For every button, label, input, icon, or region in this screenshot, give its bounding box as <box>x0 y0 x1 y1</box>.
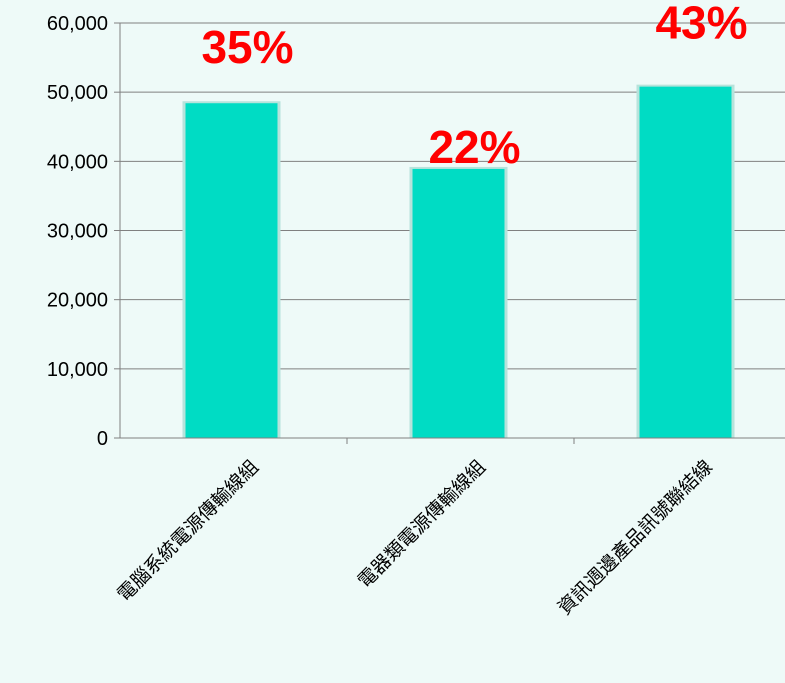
bar <box>412 168 505 439</box>
bar <box>185 103 278 438</box>
data-label: 35% <box>201 21 293 73</box>
data-labels: 35% 22% 43% <box>201 0 747 173</box>
y-tick-label: 30,000 <box>47 221 108 243</box>
y-tick-label: 40,000 <box>47 151 108 173</box>
bar <box>639 86 732 438</box>
category-labels: 電腦系統電源傳輸線組 電器類電源傳輸線組 資訊週邊產品訊號聯結線 <box>113 456 717 619</box>
data-label: 22% <box>428 121 520 173</box>
y-tick-label: 0 <box>97 428 108 450</box>
category-label: 電器類電源傳輸線組 <box>354 456 490 592</box>
bars <box>182 84 735 439</box>
y-tick-label: 50,000 <box>47 82 108 104</box>
category-label: 電腦系統電源傳輸線組 <box>113 456 263 606</box>
y-tick-label: 20,000 <box>47 290 108 312</box>
data-label: 43% <box>655 0 747 49</box>
y-tick-label: 60,000 <box>47 13 108 35</box>
category-label: 資訊週邊產品訊號聯結線 <box>554 456 717 619</box>
y-tick-label: 10,000 <box>47 359 108 381</box>
y-tick-labels: 0 10,000 20,000 30,000 40,000 50,000 60,000 <box>47 13 108 450</box>
axes <box>114 22 785 444</box>
